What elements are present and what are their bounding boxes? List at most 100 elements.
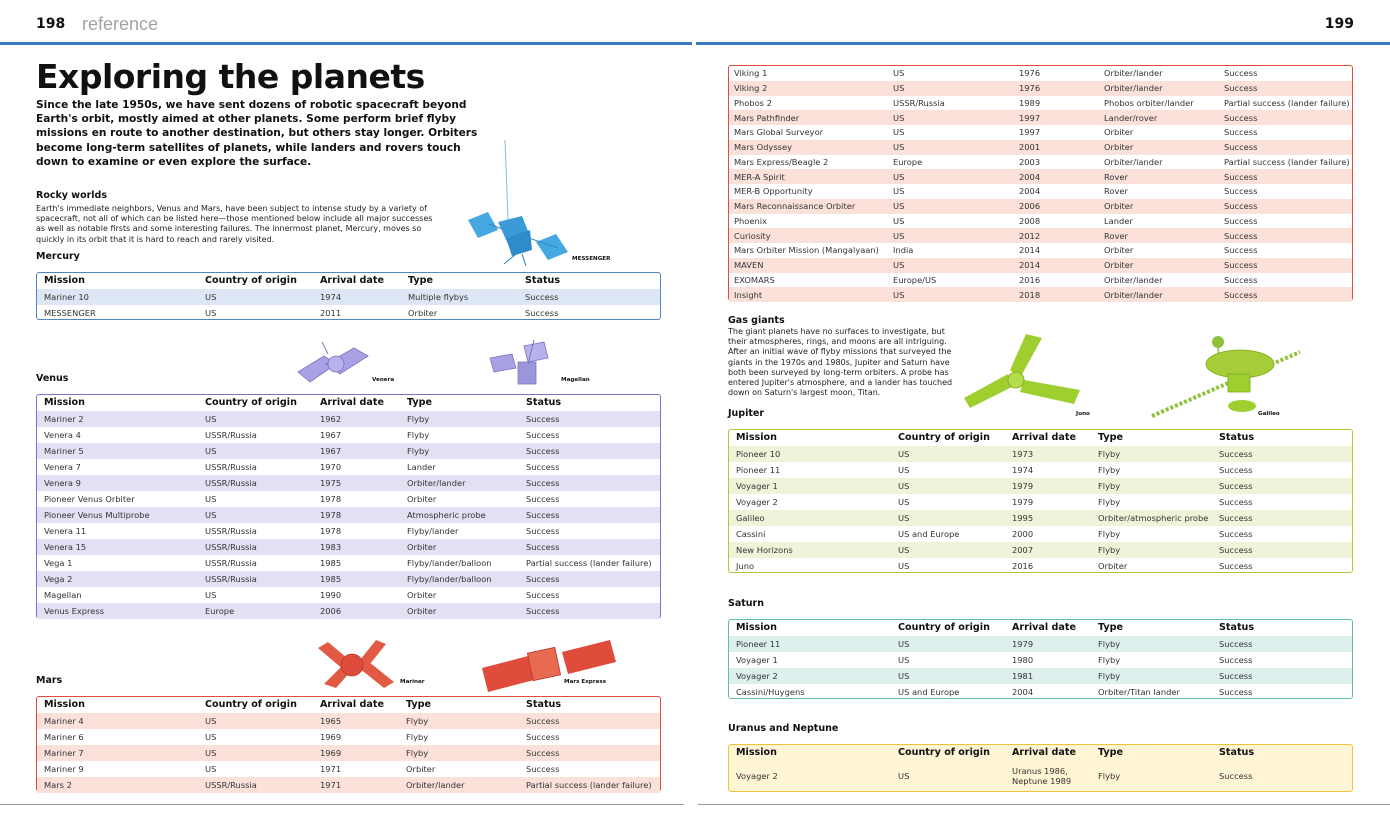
- cell-status: Success: [1219, 770, 1253, 781]
- cell-status: Success: [1219, 449, 1253, 459]
- mars-express-caption: Mars Express: [564, 679, 607, 685]
- cell-country: US: [205, 308, 217, 318]
- column-header-type: Type: [407, 397, 433, 408]
- cell-mission: Mars Pathfinder: [734, 112, 800, 123]
- cell-country: USSR/Russia: [205, 558, 257, 568]
- cell-arrival: 2004: [1012, 687, 1034, 697]
- cell-country: USSR/Russia: [205, 478, 257, 488]
- cell-type: Flyby: [1098, 671, 1121, 681]
- cell-arrival: Uranus 1986, Neptune 1989: [1012, 765, 1072, 786]
- cell-status: Partial success (lander failure): [1224, 156, 1350, 167]
- cell-type: Orbiter/lander: [1104, 83, 1163, 94]
- cell-country: US: [205, 716, 217, 726]
- rocky-worlds-heading: Rocky worlds: [36, 190, 107, 201]
- table-row: Galileo US 1995 Orbiter/atmospheric probe Su…: [729, 510, 1352, 526]
- cell-type: Orbiter: [407, 590, 437, 600]
- cell-type: Orbiter: [407, 606, 437, 616]
- cell-type: Orbiter: [1104, 245, 1134, 256]
- cell-country: USSR/Russia: [893, 97, 945, 108]
- cell-country: US: [898, 545, 910, 555]
- table-row: MESSENGER US 2011 Orbiter Success: [37, 305, 660, 321]
- cell-arrival: 1979: [1012, 639, 1034, 649]
- cell-status: Success: [1224, 201, 1258, 212]
- cell-status: Success: [526, 748, 560, 758]
- cell-arrival: 1978: [320, 510, 342, 520]
- uranus-neptune-heading: Uranus and Neptune: [728, 723, 839, 734]
- juno-caption: Juno: [1076, 411, 1090, 417]
- cell-arrival: 2003: [1019, 156, 1041, 167]
- table-row: Venus Express Europe 2006 Orbiter Success: [37, 603, 660, 619]
- cell-arrival: 2007: [1012, 545, 1034, 555]
- cell-mission: Vega 1: [44, 558, 73, 568]
- cell-status: Success: [1219, 513, 1253, 523]
- mercury-missions-table: Mission Country of origin Arrival date Type…: [36, 272, 661, 320]
- cell-arrival: 1976: [1019, 68, 1041, 79]
- cell-type: Flyby: [406, 732, 429, 742]
- column-header-type: Type: [1098, 622, 1124, 633]
- column-header-mission: Mission: [44, 275, 85, 286]
- cell-arrival: 1967: [320, 446, 342, 456]
- cell-status: Success: [1219, 481, 1253, 491]
- column-header-arrival: Arrival date: [1012, 432, 1076, 443]
- cell-status: Success: [1219, 529, 1253, 539]
- magellan-spacecraft-illustration: [489, 339, 549, 385]
- page-title: Exploring the planets: [36, 57, 425, 96]
- cell-arrival: 1989: [1019, 97, 1041, 108]
- table-row: Mariner 6 US 1969 Flyby Success: [37, 729, 660, 745]
- cell-status: Success: [1219, 465, 1253, 475]
- table-row: Pioneer 11 US 1974 Flyby Success: [729, 462, 1352, 478]
- cell-status: Success: [526, 732, 560, 742]
- cell-type: Orbiter: [407, 542, 437, 552]
- cell-mission: Venera 7: [44, 462, 81, 472]
- table-row: Pioneer 10 US 1973 Flyby Success: [729, 446, 1352, 462]
- cell-arrival: 2000: [1012, 529, 1034, 539]
- table-row: Voyager 1 US 1979 Flyby Success: [729, 478, 1352, 494]
- cell-country: USSR/Russia: [205, 430, 257, 440]
- cell-mission: Mars Odyssey: [734, 142, 792, 153]
- cell-mission: Phobos 2: [734, 97, 772, 108]
- cell-country: Europe/US: [893, 274, 937, 285]
- cell-type: Flyby: [1098, 529, 1121, 539]
- cell-country: US: [205, 414, 217, 424]
- table-row: Juno US 2016 Orbiter Success: [729, 558, 1352, 574]
- cell-type: Orbiter: [408, 308, 438, 318]
- right-page-number: 199: [1324, 16, 1354, 32]
- cell-status: Success: [1224, 112, 1258, 123]
- cell-country: US: [898, 770, 910, 781]
- cell-status: Success: [1224, 260, 1258, 271]
- cell-mission: EXOMARS: [734, 274, 775, 285]
- cell-country: US: [893, 201, 905, 212]
- cell-mission: Mariner 4: [44, 716, 84, 726]
- cell-arrival: 1995: [1012, 513, 1034, 523]
- cell-arrival: 1978: [320, 494, 342, 504]
- cell-type: Orbiter/lander: [1104, 289, 1163, 300]
- cell-type: Flyby: [1098, 770, 1121, 781]
- cell-mission: Pioneer Venus Multiprobe: [44, 510, 150, 520]
- cell-mission: Cassini: [736, 529, 766, 539]
- messenger-caption: MESSENGER: [572, 256, 611, 262]
- column-header-status: Status: [526, 397, 562, 408]
- cell-mission: Venera 11: [44, 526, 87, 536]
- column-header-country: Country of origin: [898, 622, 990, 633]
- cell-status: Partial success (lander failure): [1224, 97, 1350, 108]
- cell-arrival: 2004: [1019, 186, 1041, 197]
- venera-caption: Venera: [372, 377, 395, 383]
- cell-country: US: [205, 748, 217, 758]
- cell-type: Rover: [1104, 171, 1128, 182]
- cell-mission: Venera 9: [44, 478, 81, 488]
- table-row: MER-A Spirit US 2004 Rover Success: [729, 169, 1352, 184]
- table-row: Voyager 2 US 1979 Flyby Success: [729, 494, 1352, 510]
- cell-mission: Magellan: [44, 590, 82, 600]
- cell-status: Success: [1224, 127, 1258, 138]
- table-row: Mars Pathfinder US 1997 Lander/rover Success: [729, 110, 1352, 125]
- column-header-arrival: Arrival date: [320, 699, 384, 710]
- cell-status: Success: [1224, 142, 1258, 153]
- table-header-row: Mission Country of origin Arrival date Type…: [729, 745, 1352, 760]
- cell-status: Success: [1224, 171, 1258, 182]
- column-header-mission: Mission: [736, 622, 777, 633]
- mars-missions-table: Mission Country of origin Arrival date Type…: [36, 696, 661, 793]
- cell-type: Flyby: [1098, 481, 1121, 491]
- cell-mission: Voyager 1: [736, 655, 778, 665]
- cell-arrival: 2012: [1019, 230, 1041, 241]
- cell-country: USSR/Russia: [205, 574, 257, 584]
